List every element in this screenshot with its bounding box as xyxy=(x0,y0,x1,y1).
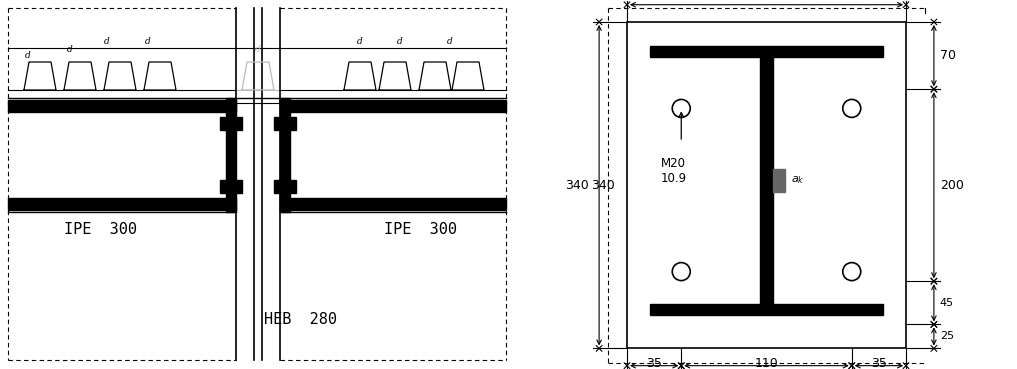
Text: d: d xyxy=(357,38,363,46)
Bar xyxy=(8,100,236,112)
Text: d: d xyxy=(25,52,31,61)
Text: 35: 35 xyxy=(646,357,662,369)
Bar xyxy=(220,117,242,130)
Text: 45: 45 xyxy=(940,298,954,308)
Text: d: d xyxy=(397,38,403,46)
Text: a$_r$: a$_r$ xyxy=(824,45,836,57)
Text: M20
10.9: M20 10.9 xyxy=(661,157,687,185)
Bar xyxy=(226,98,236,212)
Bar xyxy=(650,304,883,315)
Bar xyxy=(650,46,883,56)
Text: 340: 340 xyxy=(591,179,615,192)
Bar xyxy=(627,22,906,348)
Bar xyxy=(280,98,290,212)
Bar xyxy=(773,169,785,192)
Text: d: d xyxy=(447,38,453,46)
Text: 200: 200 xyxy=(940,179,964,192)
Text: d: d xyxy=(145,38,151,46)
Text: d: d xyxy=(255,45,261,55)
Text: IPE  300: IPE 300 xyxy=(63,223,136,238)
Text: d: d xyxy=(104,38,110,46)
Text: 35: 35 xyxy=(871,357,887,369)
Text: d: d xyxy=(67,45,73,55)
Bar xyxy=(761,56,773,304)
Bar xyxy=(220,180,242,193)
Text: 70: 70 xyxy=(940,49,956,62)
Bar xyxy=(280,100,506,112)
Text: IPE  300: IPE 300 xyxy=(383,223,457,238)
Text: 25: 25 xyxy=(940,331,954,341)
Bar xyxy=(8,198,236,210)
Bar xyxy=(274,117,296,130)
Text: 110: 110 xyxy=(755,357,778,369)
Text: a$_k$: a$_k$ xyxy=(791,175,805,186)
Bar xyxy=(274,180,296,193)
Bar xyxy=(280,198,506,210)
Text: 340: 340 xyxy=(565,179,589,192)
Text: HEB  280: HEB 280 xyxy=(263,313,337,328)
